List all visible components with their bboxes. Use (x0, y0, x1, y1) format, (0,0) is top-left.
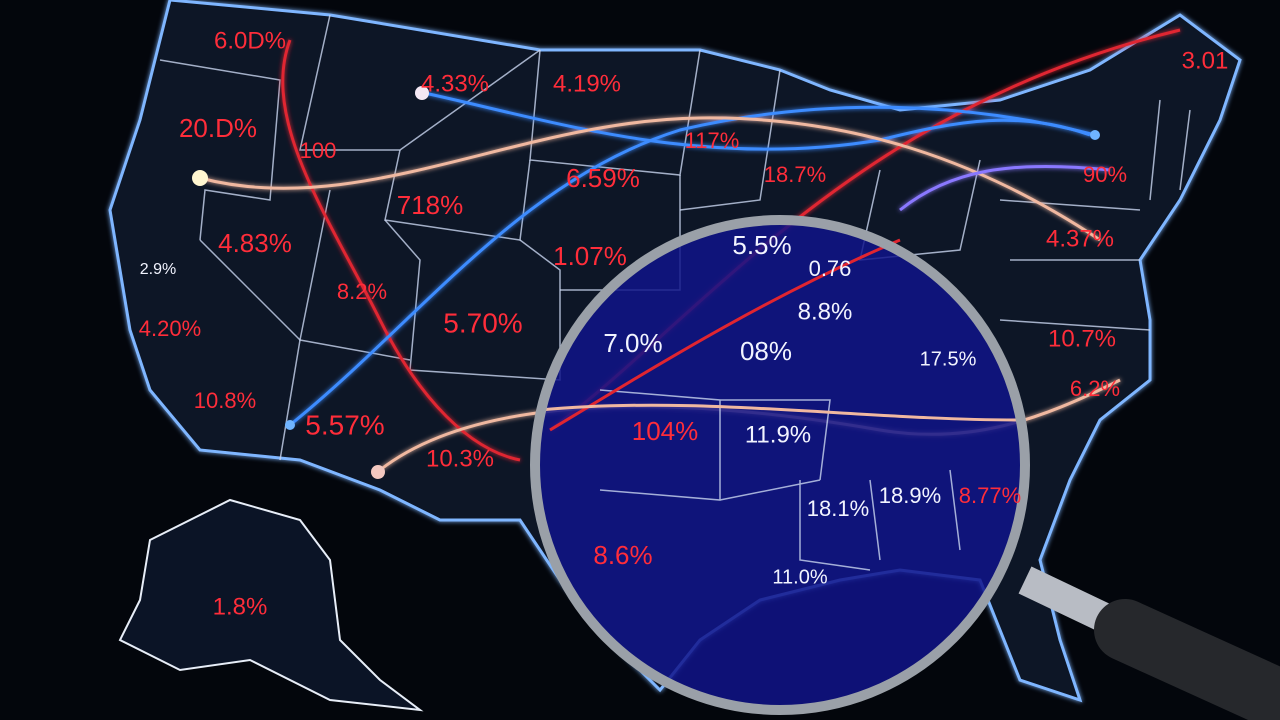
map-label: 08% (740, 336, 792, 366)
map-label: 4.83% (218, 228, 292, 258)
map-label: 718% (397, 190, 464, 220)
map-label: 117% (685, 128, 740, 153)
map-label: 18.7% (764, 162, 826, 187)
map-label: 4.33% (421, 70, 489, 97)
map-label: 10.8% (194, 388, 256, 413)
magnifier-rim (530, 215, 1030, 715)
labels: 6.0D% 4.33% 4.19% 3.01 20.D% 100 117% 6.59% 18.7… (139, 27, 1229, 620)
map-label: 10.3% (426, 445, 494, 472)
blue-flow (419, 90, 1091, 151)
map-label: 8.8% (798, 298, 853, 325)
map-label: 1.07% (553, 241, 627, 271)
flow-nodes (192, 86, 1100, 479)
map-label: 1.8% (213, 593, 268, 620)
node (415, 86, 429, 100)
map-label: 2.9% (140, 261, 176, 278)
map-label: 5.57% (305, 409, 384, 440)
map-label: 90% (1083, 162, 1127, 187)
peach-flow (199, 116, 1101, 242)
node (371, 465, 385, 479)
map-label: 11.9% (745, 421, 811, 448)
magnifier-handle (1094, 599, 1280, 720)
map-label: 4.20% (139, 316, 201, 341)
map-label: 18.9% (879, 483, 941, 508)
map-label: 17.5% (920, 348, 977, 370)
map-label: 104% (632, 416, 699, 446)
map-label: 8.77% (959, 483, 1021, 508)
map-label: 7.0% (603, 328, 662, 358)
map-label: 11.0% (772, 566, 827, 588)
map-label: 6.59% (566, 163, 640, 193)
map-label: 5.5% (732, 230, 791, 260)
map-label: 20.D% (179, 113, 257, 143)
magnifier (530, 215, 1280, 720)
map-label: 100 (300, 138, 337, 163)
violet-flow (899, 164, 1111, 212)
map-label: 4.37% (1046, 225, 1114, 252)
map-label: 6.2% (1070, 376, 1120, 401)
map-label: 3.01 (1182, 47, 1229, 74)
map-label: 0.76 (809, 256, 852, 281)
state-borders (159, 14, 1191, 461)
node (1090, 130, 1100, 140)
map-label: 18.1% (807, 496, 869, 521)
map-label: 8.2% (337, 279, 387, 304)
map-label: 8.6% (593, 540, 652, 570)
red-flow (281, 39, 521, 462)
map-label: 10.7% (1048, 325, 1116, 352)
alaska-outline (118, 498, 424, 712)
magnifier-lens (535, 220, 1025, 710)
blue-flow (289, 105, 1096, 427)
node (192, 170, 208, 186)
node (285, 420, 295, 430)
map-label: 5.70% (443, 307, 522, 338)
map-label: 4.19% (553, 70, 621, 97)
map-label: 6.0D% (214, 27, 286, 54)
